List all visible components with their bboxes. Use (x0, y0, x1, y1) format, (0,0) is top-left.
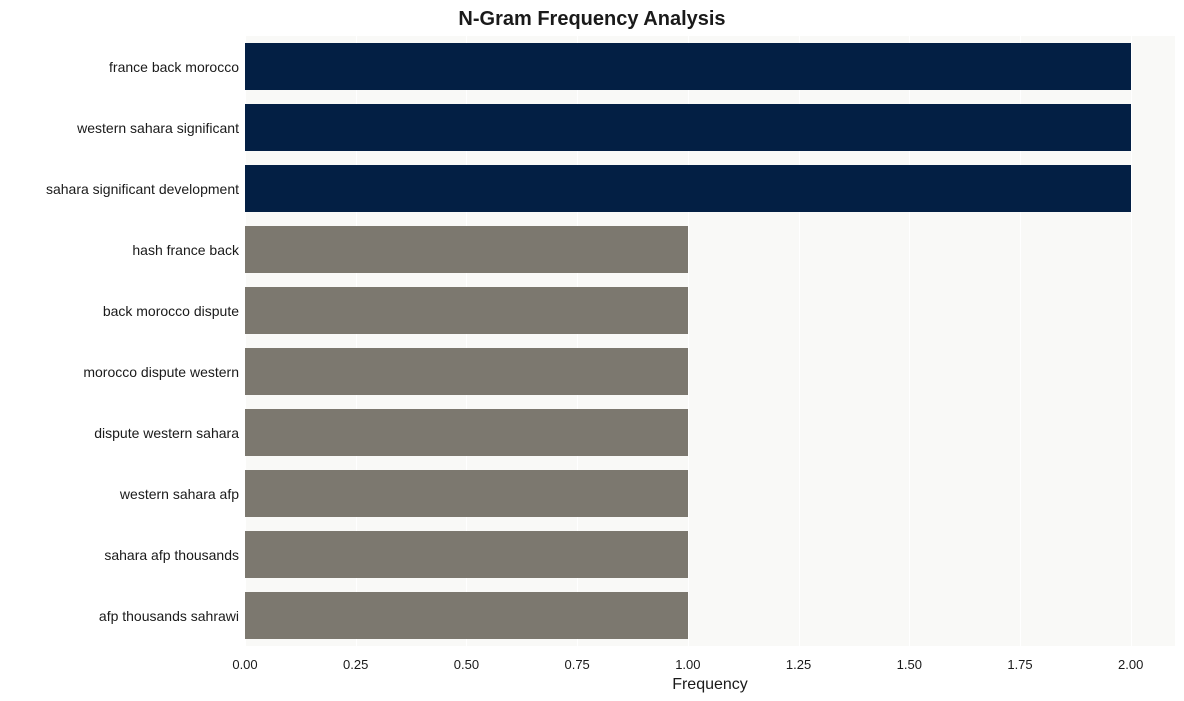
bar (245, 43, 1131, 89)
y-tick-label: hash france back (0, 242, 239, 258)
x-tick-label: 1.00 (675, 657, 700, 672)
x-tick-label: 0.75 (564, 657, 589, 672)
y-tick-label: dispute western sahara (0, 425, 239, 441)
plot-area (245, 36, 1175, 646)
x-tick-label: 0.00 (232, 657, 257, 672)
y-tick-label: france back morocco (0, 59, 239, 75)
x-tick-label: 1.25 (786, 657, 811, 672)
y-tick-label: sahara significant development (0, 181, 239, 197)
x-tick-label: 2.00 (1118, 657, 1143, 672)
x-tick-label: 1.50 (897, 657, 922, 672)
bar (245, 165, 1131, 211)
bar (245, 348, 688, 394)
bar (245, 104, 1131, 150)
y-tick-label: afp thousands sahrawi (0, 608, 239, 624)
chart-title: N-Gram Frequency Analysis (0, 8, 1184, 31)
bar (245, 592, 688, 638)
bar (245, 226, 688, 272)
x-tick-label: 1.75 (1007, 657, 1032, 672)
x-axis-label: Frequency (245, 676, 1175, 694)
bar (245, 531, 688, 577)
y-tick-label: sahara afp thousands (0, 547, 239, 563)
ngram-chart: N-Gram Frequency Analysis Frequency 0.00… (0, 0, 1184, 701)
bar (245, 287, 688, 333)
y-tick-label: morocco dispute western (0, 364, 239, 380)
y-tick-label: western sahara significant (0, 120, 239, 136)
x-tick-label: 0.25 (343, 657, 368, 672)
y-tick-label: back morocco dispute (0, 303, 239, 319)
bar (245, 409, 688, 455)
grid-line (1131, 36, 1132, 646)
bar (245, 470, 688, 516)
y-tick-label: western sahara afp (0, 486, 239, 502)
x-tick-label: 0.50 (454, 657, 479, 672)
